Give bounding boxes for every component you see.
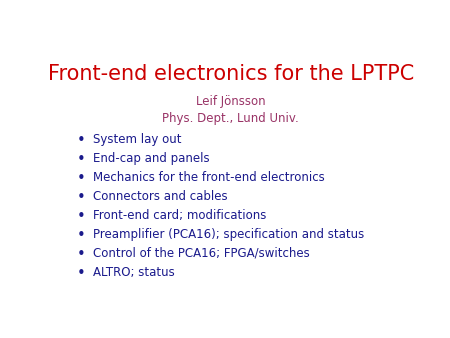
Text: Front-end card; modifications: Front-end card; modifications xyxy=(93,209,266,222)
Text: ALTRO; status: ALTRO; status xyxy=(93,266,175,279)
Text: Front-end electronics for the LPTPC: Front-end electronics for the LPTPC xyxy=(48,64,414,84)
Text: Leif Jönsson: Leif Jönsson xyxy=(196,95,266,108)
Text: Phys. Dept., Lund Univ.: Phys. Dept., Lund Univ. xyxy=(162,112,299,125)
Text: System lay out: System lay out xyxy=(93,133,181,146)
Text: •: • xyxy=(77,209,86,224)
Text: End-cap and panels: End-cap and panels xyxy=(93,152,210,165)
Text: •: • xyxy=(77,247,86,262)
Text: •: • xyxy=(77,190,86,205)
Text: •: • xyxy=(77,171,86,186)
Text: •: • xyxy=(77,228,86,243)
Text: Preamplifier (PCA16); specification and status: Preamplifier (PCA16); specification and … xyxy=(93,228,364,241)
Text: Connectors and cables: Connectors and cables xyxy=(93,190,228,203)
Text: Mechanics for the front-end electronics: Mechanics for the front-end electronics xyxy=(93,171,324,184)
Text: Control of the PCA16; FPGA/switches: Control of the PCA16; FPGA/switches xyxy=(93,247,310,260)
Text: •: • xyxy=(77,152,86,167)
Text: •: • xyxy=(77,133,86,148)
Text: •: • xyxy=(77,266,86,281)
